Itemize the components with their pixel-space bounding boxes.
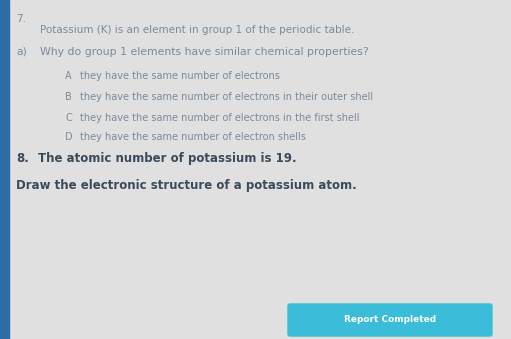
Text: 7.: 7. bbox=[16, 14, 26, 24]
Text: D: D bbox=[65, 132, 73, 142]
FancyBboxPatch shape bbox=[288, 304, 492, 336]
Text: Draw the electronic structure of a potassium atom.: Draw the electronic structure of a potas… bbox=[16, 179, 357, 192]
Text: they have the same number of electrons: they have the same number of electrons bbox=[80, 71, 280, 81]
Text: A: A bbox=[65, 71, 72, 81]
Text: B: B bbox=[65, 92, 72, 102]
Bar bbox=[0, 0, 9, 339]
Text: 8.: 8. bbox=[16, 152, 29, 165]
Text: Why do group 1 elements have similar chemical properties?: Why do group 1 elements have similar che… bbox=[40, 47, 368, 57]
Text: Report Completed: Report Completed bbox=[344, 316, 436, 324]
Text: The atomic number of potassium is 19.: The atomic number of potassium is 19. bbox=[38, 152, 296, 165]
Text: C: C bbox=[65, 113, 72, 123]
Text: a): a) bbox=[16, 47, 27, 57]
Text: they have the same number of electrons in their outer shell: they have the same number of electrons i… bbox=[80, 92, 373, 102]
Text: Potassium (K) is an element in group 1 of the periodic table.: Potassium (K) is an element in group 1 o… bbox=[40, 25, 354, 35]
Text: they have the same number of electrons in the first shell: they have the same number of electrons i… bbox=[80, 113, 360, 123]
Text: they have the same number of electron shells: they have the same number of electron sh… bbox=[80, 132, 306, 142]
